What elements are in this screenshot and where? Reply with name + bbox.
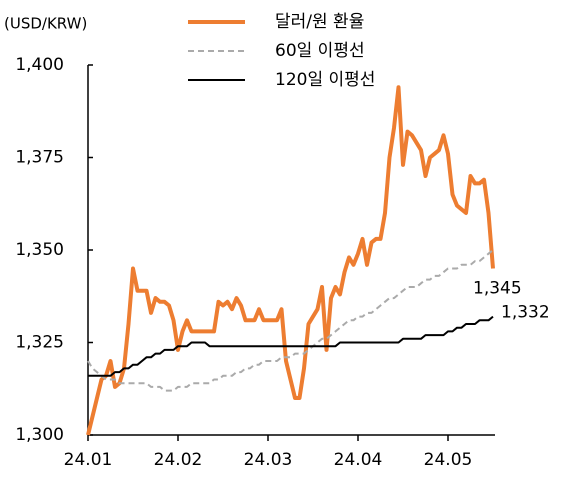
y-tick-label: 1,325 [15,333,64,353]
x-tick-label: 24.03 [244,450,293,470]
series-line [86,85,495,436]
y-tick-label: 1,300 [15,425,64,445]
x-tick-label: 24.02 [154,450,203,470]
value-label: 1,345 [473,279,522,299]
y-tick-label: 1,375 [15,148,64,168]
value-label: 1,332 [501,303,550,323]
y-tick-label: 1,350 [15,240,64,260]
legend-label: 60일 이평선 [275,41,365,61]
legend-label: 달러/원 환율 [275,12,364,32]
series-line [87,249,494,392]
y-axis-label: (USD/KRW) [4,15,87,33]
x-tick-label: 24.04 [334,450,383,470]
series-line [88,315,494,377]
y-tick-label: 1,400 [15,55,64,75]
x-tick-label: 24.05 [424,450,473,470]
legend-label: 120일 이평선 [275,70,375,90]
x-tick-label: 24.01 [64,450,113,470]
